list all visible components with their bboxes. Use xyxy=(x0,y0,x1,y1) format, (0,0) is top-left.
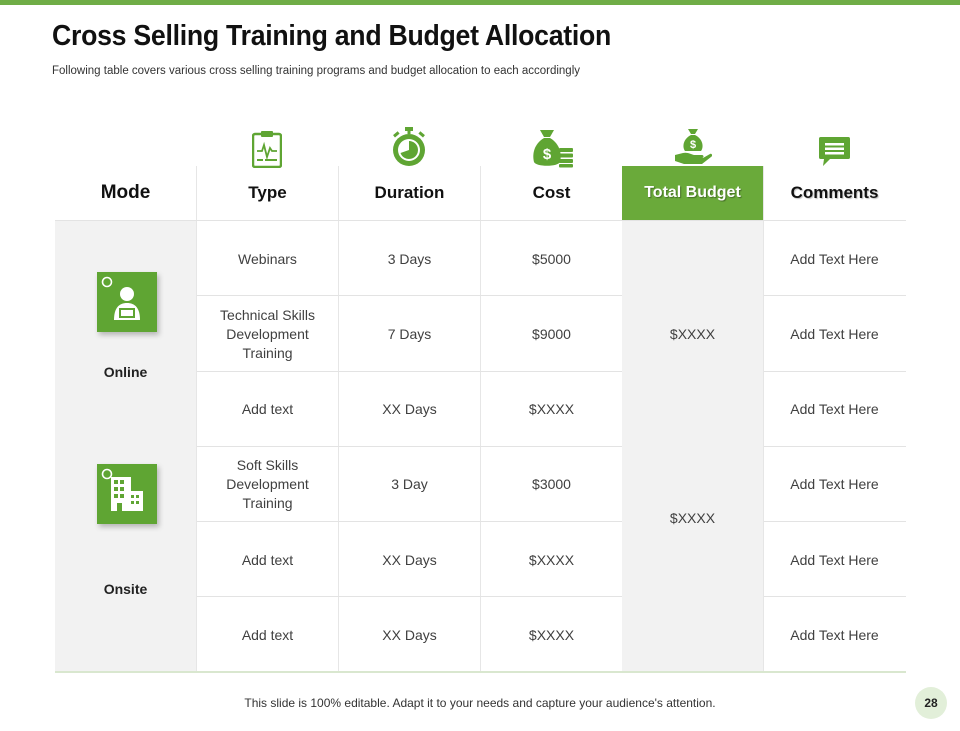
page-subtitle: Following table covers various cross sel… xyxy=(52,65,581,77)
cell-comment: Add Text Here xyxy=(790,251,879,267)
cell-comment: Add Text Here xyxy=(790,627,879,643)
header-mode: Mode xyxy=(100,182,151,203)
cell-type: Add text xyxy=(241,401,294,417)
header-type: Type xyxy=(248,183,287,202)
row-divider xyxy=(197,521,622,522)
row-divider xyxy=(764,371,906,372)
svg-text:$: $ xyxy=(690,139,696,151)
total-budget-online: $XXXX xyxy=(669,325,716,342)
cell-comment: Add Text Here xyxy=(790,326,879,342)
row-divider xyxy=(197,446,622,447)
cell-cost: $9000 xyxy=(532,326,571,342)
header-divider xyxy=(55,220,906,221)
row-divider xyxy=(197,295,622,296)
column-divider xyxy=(763,166,764,671)
footer-note: This slide is 100% editable. Adapt it to… xyxy=(244,696,716,710)
table-bottom-border xyxy=(55,671,906,673)
mode-label-online: Online xyxy=(103,364,148,380)
column-divider xyxy=(480,166,481,671)
header-comments: Comments xyxy=(790,183,879,202)
header-cost: Cost xyxy=(532,183,571,202)
stopwatch-icon xyxy=(393,127,425,166)
total-budget-onsite-value: $XXXX xyxy=(669,509,716,526)
cell-cost: $5000 xyxy=(532,251,571,267)
cell-comment: Add Text Here xyxy=(790,552,879,568)
cell-duration: XX Days xyxy=(382,401,437,417)
svg-text:$: $ xyxy=(543,146,552,163)
row-divider xyxy=(764,596,906,597)
cell-duration: 3 Day xyxy=(391,476,428,492)
row-divider xyxy=(764,446,906,447)
cell-cost: $3000 xyxy=(532,476,571,492)
hand-money-bag-icon: $ xyxy=(675,129,712,164)
row-divider xyxy=(764,521,906,522)
cell-type: Technical Skills Development Training xyxy=(220,307,315,361)
header-total-budget: Total Budget xyxy=(622,166,763,220)
cell-duration: XX Days xyxy=(382,627,437,643)
cell-type: Soft Skills Development Training xyxy=(226,457,309,511)
top-accent-bar xyxy=(0,0,960,5)
column-divider xyxy=(338,166,339,671)
cell-cost: $XXXX xyxy=(528,552,575,568)
row-divider xyxy=(197,371,622,372)
cell-duration: 7 Days xyxy=(387,326,432,342)
online-user-icon xyxy=(97,272,157,332)
cell-type: Add text xyxy=(241,552,294,568)
row-divider xyxy=(764,295,906,296)
clipboard-chart-icon xyxy=(252,131,282,168)
column-divider xyxy=(196,166,197,671)
cell-comment: Add Text Here xyxy=(790,476,879,492)
cell-duration: XX Days xyxy=(382,552,437,568)
mode-label-onsite: Onsite xyxy=(103,581,148,597)
header-duration: Duration xyxy=(374,183,445,202)
cell-cost: $XXXX xyxy=(528,401,575,417)
chat-bubble-icon xyxy=(819,137,850,166)
money-bag-icon: $ xyxy=(533,130,573,168)
page-number: 28 xyxy=(915,687,947,719)
cell-type: Webinars xyxy=(238,251,297,267)
cell-type: Add text xyxy=(241,627,294,643)
budget-column-shade xyxy=(622,221,763,671)
page-title: Cross Selling Training and Budget Alloca… xyxy=(52,20,612,52)
total-budget-onsite: $XXXX xyxy=(622,446,763,731)
cell-comment: Add Text Here xyxy=(790,401,879,417)
cell-duration: 3 Days xyxy=(387,251,432,267)
office-building-icon xyxy=(97,464,157,524)
cell-cost: $XXXX xyxy=(528,627,575,643)
row-divider xyxy=(197,596,622,597)
